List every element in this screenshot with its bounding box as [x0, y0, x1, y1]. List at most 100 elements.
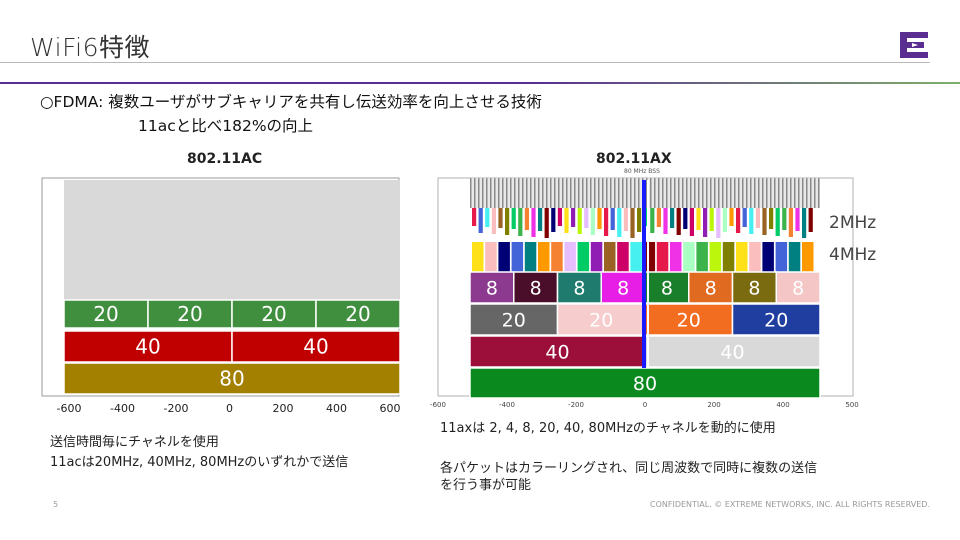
ax-hatch-line — [514, 178, 516, 208]
ax-2mhz-block — [564, 208, 569, 233]
ax-hatch-line — [666, 178, 668, 208]
ax-hatch-line — [570, 178, 572, 208]
ax-hatch-line — [754, 178, 756, 208]
ax-hatch-line — [546, 178, 548, 208]
ax-hatch-line — [782, 178, 784, 208]
ax-4mhz-block — [696, 242, 708, 272]
ax-4mhz-block — [538, 242, 550, 272]
ax-2mhz-block — [610, 208, 615, 230]
ax-hatch-line — [802, 178, 804, 208]
ax-hatch-line — [610, 178, 612, 208]
ax-2mhz-block — [742, 208, 747, 227]
ax-2mhz-block — [670, 208, 675, 228]
ax-hatch-line — [674, 178, 676, 208]
ax-2mhz-block — [755, 208, 760, 228]
ax-2mhz-block — [703, 208, 708, 237]
label-4mhz: 4MHz — [829, 245, 877, 265]
ax-2mhz-block — [491, 208, 496, 234]
ax-8mhz-block — [775, 271, 821, 304]
ax-hatch-line — [750, 178, 752, 208]
ax-hatch-line — [658, 178, 660, 208]
ax-4mhz-block — [775, 242, 788, 272]
ax-4mhz-block — [788, 242, 801, 272]
ax-hatch-line — [618, 178, 620, 208]
ax-4mhz-block — [656, 242, 669, 272]
accent-rule — [0, 82, 960, 84]
ac-80mhz-block — [63, 362, 401, 395]
ax-4mhz-block — [643, 242, 656, 272]
ax-2mhz-block — [808, 208, 813, 232]
ax-hatch-line — [478, 178, 480, 208]
ac-20mhz-label: 20 — [177, 302, 202, 326]
ax-2mhz-block — [689, 208, 694, 236]
ax-40mhz-label: 40 — [545, 341, 569, 363]
title-divider — [0, 62, 930, 63]
ax-4mhz-block — [670, 242, 682, 272]
ax-8mhz-label: 8 — [661, 277, 673, 299]
ax-2mhz-block — [551, 208, 556, 232]
ax-40mhz-label: 40 — [720, 341, 744, 363]
ax-4mhz-block — [630, 242, 642, 272]
ax-4mhz-block — [802, 242, 814, 272]
ax-2mhz-block — [518, 208, 523, 236]
footer-text: CONFIDENTIAL. © EXTREME NETWORKS, INC. A… — [650, 500, 931, 509]
ax-hatch-line — [646, 178, 648, 208]
ac-tick-label: -400 — [110, 402, 135, 415]
ax-hatch-line — [726, 178, 728, 208]
ax-8mhz-block — [513, 271, 559, 304]
ax-4mhz-block — [617, 242, 629, 272]
ax-heading: 802.11AX — [596, 151, 672, 167]
ac-tick-label: 600 — [380, 402, 401, 415]
ax-hatch-line — [654, 178, 656, 208]
ax-2mhz-block — [775, 208, 780, 236]
ax-hatch-line — [530, 178, 532, 208]
ax-4mhz-block — [577, 242, 590, 272]
ax-2mhz-block — [676, 208, 681, 235]
ax-20mhz-block — [469, 303, 559, 336]
ax-hatch-line — [670, 178, 672, 208]
ax-hatch-line — [634, 178, 636, 208]
ax-hatch-line — [602, 178, 604, 208]
ax-hatch-line — [786, 178, 788, 208]
ax-hatch-line — [790, 178, 792, 208]
ac-80mhz-label: 80 — [219, 367, 244, 391]
ax-4mhz-block — [709, 242, 722, 272]
ax-hatch-line — [710, 178, 712, 208]
ax-20mhz-block — [731, 303, 821, 336]
ax-hatch-line — [766, 178, 768, 208]
ax-8mhz-label: 8 — [705, 277, 717, 299]
ax-note-1: 11axは 2, 4, 8, 20, 40, 80MHzのチャネルを動的に使用 — [440, 421, 776, 436]
ac-20mhz-label: 20 — [93, 302, 118, 326]
ax-2mhz-block — [511, 208, 516, 229]
ax-2mhz-block — [795, 208, 800, 231]
ax-hatch-line — [706, 178, 708, 208]
ax-2mhz-block — [544, 208, 549, 238]
ax-hatch-line — [486, 178, 488, 208]
ax-hatch-line — [574, 178, 576, 208]
ax-hatch-line — [718, 178, 720, 208]
ax-hatch-line — [698, 178, 700, 208]
ax-hatch-line — [774, 178, 776, 208]
ac-20mhz-block — [63, 299, 149, 329]
ac-20mhz-block — [315, 299, 401, 329]
ax-hatch-line — [714, 178, 716, 208]
ax-hatch-line — [778, 178, 780, 208]
ax-hatch-line — [562, 178, 564, 208]
ac-tick-label: 0 — [226, 402, 233, 415]
ac-tick-label: -200 — [164, 402, 189, 415]
ax-2mhz-block — [663, 208, 668, 234]
ax-tick-label: 500 — [845, 401, 858, 409]
ac-20mhz-label: 20 — [261, 302, 286, 326]
ax-hatch-line — [814, 178, 816, 208]
ax-hatch-line — [626, 178, 628, 208]
ax-8mhz-label: 8 — [617, 277, 629, 299]
ax-2mhz-block — [802, 208, 807, 238]
ax-2mhz-block — [762, 208, 767, 235]
ac-heading: 802.11AC — [187, 151, 263, 167]
ax-hatch-line — [746, 178, 748, 208]
extreme-logo-icon — [900, 32, 928, 58]
ax-hatch-line — [738, 178, 740, 208]
ac-tick-label: 400 — [326, 402, 347, 415]
ax-hatch-line — [578, 178, 580, 208]
ax-hatch-line — [594, 178, 596, 208]
